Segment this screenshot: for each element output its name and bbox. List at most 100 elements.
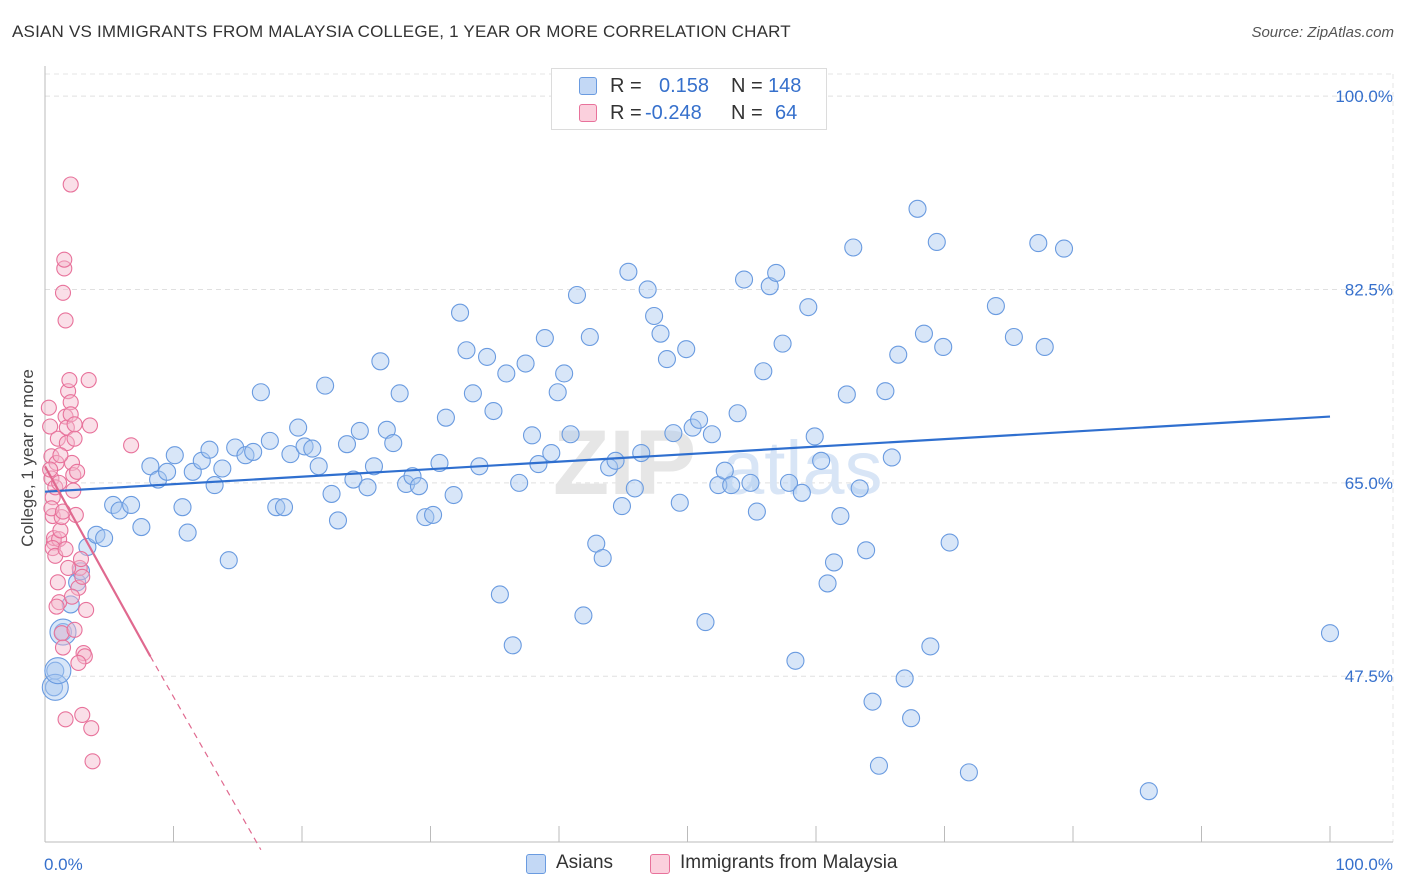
asian-point: [914, 324, 933, 343]
asian-point: [463, 384, 482, 403]
n-value: 148: [768, 75, 802, 97]
n-label: N =: [731, 75, 763, 97]
asian-point: [850, 479, 869, 498]
malaysia-point: [49, 430, 66, 447]
asian-point: [132, 518, 151, 537]
asian-point: [670, 493, 689, 512]
malaysia-point: [70, 654, 87, 672]
asian-point: [824, 553, 844, 572]
asian-point: [606, 451, 625, 470]
asian-point: [289, 418, 308, 437]
asian-point: [322, 484, 341, 503]
asian-point: [205, 476, 224, 495]
legend-swatch-asians: [526, 854, 546, 874]
asian-point: [451, 303, 470, 322]
malaysia-point: [56, 251, 73, 268]
n-value: 64: [775, 102, 798, 124]
malaysia-point: [57, 541, 74, 558]
asian-point: [213, 459, 232, 478]
asian-point: [986, 297, 1005, 316]
chart-title: ASIAN VS IMMIGRANTS FROM MALAYSIA COLLEG…: [12, 22, 791, 41]
axis-layer: 47.5% 65.0% 82.5% 100.0% 0.0% 100.0%: [44, 66, 1393, 874]
asian-point: [741, 473, 760, 492]
asian-point: [645, 306, 664, 326]
asian-point: [457, 341, 476, 360]
malaysia-point: [54, 284, 72, 301]
malaysia-point: [80, 372, 97, 389]
malaysia-point: [76, 648, 93, 665]
asian-point: [503, 636, 522, 655]
asian-point: [490, 585, 509, 604]
asian-point: [510, 473, 529, 492]
asian-point: [226, 438, 245, 457]
asian-point: [889, 345, 908, 364]
asian-point: [934, 337, 953, 356]
asian-point: [747, 502, 766, 521]
asian-point: [309, 457, 328, 476]
asian-point: [651, 324, 670, 343]
asian-point: [734, 270, 754, 289]
r-label: R =: [610, 102, 642, 124]
asian-point: [516, 354, 535, 373]
asian-point: [219, 551, 238, 570]
stats-row-malaysia: R = -0.248 N = 64: [552, 100, 826, 127]
asian-point: [371, 352, 390, 371]
malaysia-point: [52, 447, 69, 464]
r-value: -0.248: [645, 102, 702, 124]
asian-point: [316, 376, 335, 395]
asian-point: [799, 298, 818, 317]
asian-point: [1054, 239, 1074, 258]
malaysia-point: [40, 399, 57, 416]
y-tick-label: 65.0%: [1345, 474, 1393, 493]
malaysia-point: [69, 463, 86, 480]
malaysia-point: [57, 711, 74, 728]
asian-point: [251, 383, 270, 402]
asian-point: [555, 364, 574, 383]
asian-point: [542, 443, 561, 463]
asian-point: [876, 382, 895, 401]
legend-label-malaysia: Immigrants from Malaysia: [680, 852, 898, 873]
malaysia-point: [62, 176, 79, 193]
asian-point: [424, 505, 443, 524]
malaysia-point: [83, 720, 100, 737]
asian-point: [677, 340, 696, 359]
asian-point: [818, 574, 837, 593]
malaysia-point: [61, 372, 78, 389]
n-label: N =: [731, 102, 763, 124]
asian-point: [1004, 327, 1023, 347]
legend: Asians Immigrants from Malaysia: [0, 852, 1406, 878]
asian-point: [122, 495, 141, 515]
asian-point: [657, 350, 676, 369]
asian-point: [792, 483, 811, 502]
asian-point: [857, 541, 876, 560]
asian-point: [436, 408, 455, 427]
asian-point: [921, 637, 940, 656]
asian-point: [535, 329, 554, 348]
asian-point: [959, 763, 978, 782]
asian-point: [244, 442, 263, 461]
asian-point: [895, 669, 914, 688]
asian-point: [837, 385, 856, 404]
asian-point: [696, 613, 715, 632]
y-tick-label: 82.5%: [1345, 280, 1393, 299]
asian-point: [831, 506, 850, 526]
y-tick-label: 47.5%: [1345, 667, 1393, 686]
malaysia-trend-extension: [149, 656, 262, 851]
stats-row-asians: R = 0.158 N = 148: [552, 73, 826, 100]
malaysia-point: [74, 706, 91, 723]
malaysia-point: [56, 260, 73, 277]
asian-point: [779, 473, 799, 492]
asian-point: [812, 451, 831, 470]
asian-point: [567, 285, 587, 305]
asian-point: [548, 383, 567, 402]
asian-point: [927, 232, 946, 252]
malaysia-point: [74, 568, 91, 585]
asian-point: [403, 467, 422, 486]
asian-point: [497, 364, 516, 383]
asian-point: [786, 651, 805, 670]
asian-point: [260, 431, 279, 450]
legend-label-asians: Asians: [556, 852, 614, 873]
asian-point: [702, 425, 721, 444]
asian-point: [337, 435, 357, 454]
source-label: Source: ZipAtlas.com: [1251, 24, 1394, 41]
